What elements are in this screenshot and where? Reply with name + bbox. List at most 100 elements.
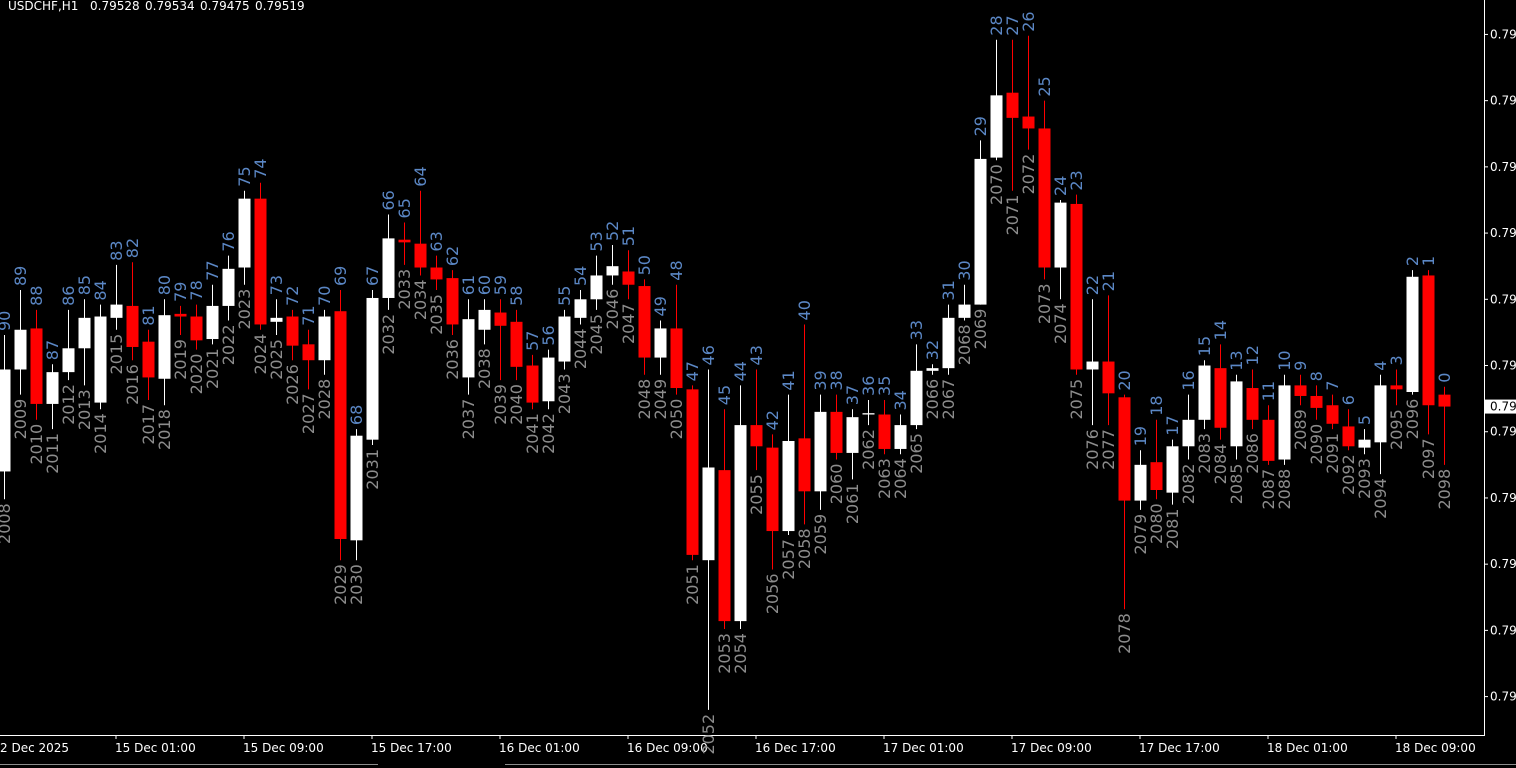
candle-body [1150,462,1163,490]
candle-body [1278,385,1291,460]
candle-body [382,238,395,298]
countdown-label: 52 [603,221,622,241]
countdown-label: 83 [107,241,126,261]
symbol: USDCHF,H1 [8,0,78,13]
countdown-label: 49 [651,296,670,316]
bar-number-label: 2072 [1019,154,1038,195]
countdown-label: 59 [491,275,510,295]
candle-body [798,438,811,492]
countdown-label: 31 [939,280,958,300]
countdown-label: 34 [891,390,910,410]
countdown-label: 88 [27,286,46,306]
countdown-label: 36 [859,376,878,396]
countdown-label: 44 [731,361,750,381]
candle-body [638,286,651,358]
bar-number-label: 2086 [1243,433,1262,474]
bar-number-label: 2029 [331,564,350,605]
bar-number-label: 2026 [283,364,302,405]
candle-body [1166,446,1179,493]
countdown-label: 35 [875,376,894,396]
candle-body [718,470,731,622]
bar-number-label: 2052 [699,714,718,755]
y-tick-label: 0.79 [1490,623,1516,637]
bar-number-label: 2080 [1147,503,1166,544]
candle-body [894,425,907,449]
bar-number-label: 2053 [715,633,734,674]
bar-number-label: 2016 [123,364,142,405]
header-low: 0.79475 [200,0,250,13]
countdown-label: 85 [75,275,94,295]
candle-body [1294,385,1307,396]
countdown-label: 23 [1067,170,1086,190]
bar-number-label: 2073 [1035,283,1054,324]
bar-number-label: 2087 [1259,469,1278,510]
candle-body [542,357,555,402]
countdown-label: 67 [363,266,382,286]
candle-body [478,309,491,330]
bar-number-label: 2021 [203,348,222,389]
bar-number-label: 2068 [955,324,974,365]
candle-body [1214,368,1227,428]
candle-body [94,316,107,403]
bar-number-label: 2060 [827,464,846,505]
bar-number-label: 2043 [555,373,574,414]
countdown-label: 61 [459,275,478,295]
countdown-label: 5 [1355,415,1374,425]
header: USDCHF,H1 0.79528 0.79534 0.79475 0.7951… [8,0,305,13]
candle-body [1246,388,1259,420]
candle-body [510,321,523,367]
countdown-label: 17 [1163,415,1182,435]
bar-number-label: 2078 [1115,613,1134,654]
candle-body [1054,202,1067,268]
candle-body [990,95,1003,158]
countdown-label: 6 [1339,395,1358,405]
countdown-label: 80 [155,275,174,295]
candle-body [158,315,171,379]
bar-number-label: 2084 [1211,444,1230,485]
countdown-label: 1 [1419,256,1438,266]
candle-body [750,425,763,447]
x-tick-label: 17 Dec 17:00 [1139,741,1220,755]
candle-body [62,348,75,373]
bar-number-label: 2020 [187,354,206,395]
candle-body [414,243,427,268]
bar-number-label: 2055 [747,474,766,515]
countdown-label: 42 [763,410,782,430]
bar-number-label: 2033 [395,269,414,310]
countdown-label: 46 [699,345,718,365]
bar-number-label: 2018 [155,409,174,450]
candle-body [462,319,475,378]
countdown-label: 79 [171,282,190,302]
candle-body [862,413,875,415]
bar-number-label: 2039 [491,384,510,425]
bar-number-label: 2083 [1195,433,1214,474]
candle-body [1326,405,1339,424]
bar-number-label: 2085 [1227,464,1246,505]
candle-body [398,239,411,243]
countdown-label: 58 [507,286,526,306]
countdown-label: 2 [1403,256,1422,266]
x-tick-label: 17 Dec 01:00 [883,741,964,755]
countdown-label: 54 [571,266,590,286]
header-close: 0.79519 [255,0,305,13]
bar-number-label: 2098 [1435,469,1454,510]
countdown-label: 28 [987,15,1006,35]
candle-body [334,311,347,539]
countdown-label: 53 [587,231,606,251]
bar-number-label: 2040 [507,384,526,425]
bar-number-label: 2061 [843,483,862,524]
countdown-label: 33 [907,320,926,340]
candle-body [1438,394,1451,407]
candle-body [206,305,219,340]
countdown-label: 14 [1211,320,1230,340]
y-tick-label: 0.79 [1490,557,1516,571]
countdown-label: 89 [11,266,30,286]
countdown-label: 18 [1147,395,1166,415]
bar-number-label: 2091 [1323,433,1342,474]
candle-body [1230,381,1243,447]
candle-body [1406,276,1419,392]
countdown-label: 75 [235,166,254,186]
bar-number-label: 2015 [107,334,126,375]
